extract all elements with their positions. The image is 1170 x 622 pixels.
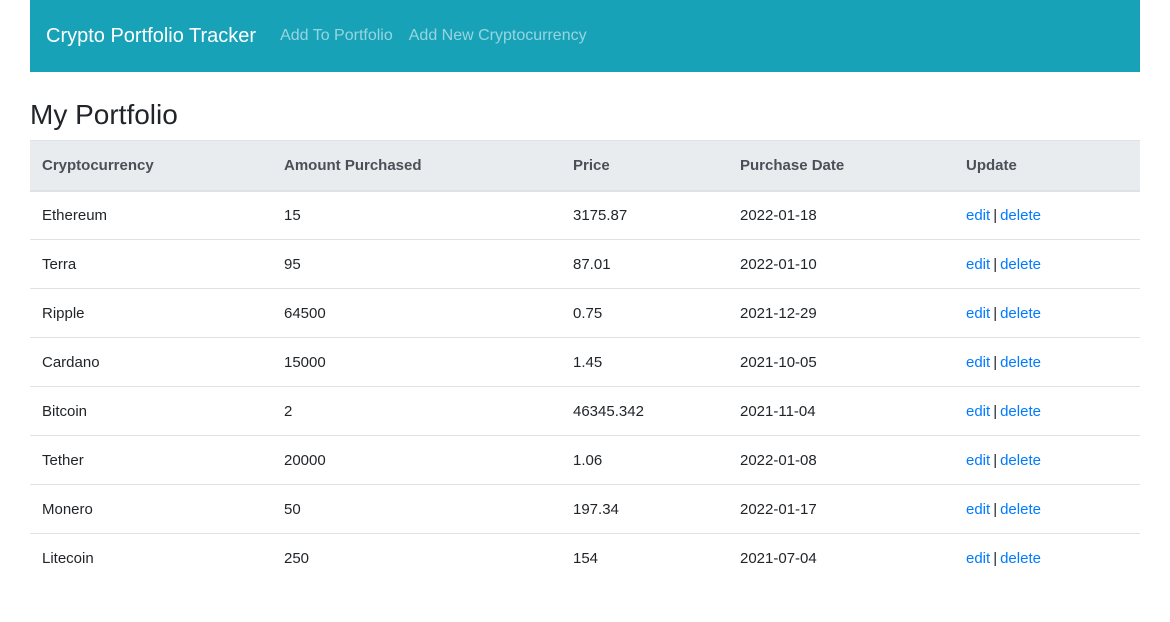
cell-purchase-date: 2022-01-08 — [728, 435, 954, 485]
edit-link[interactable]: edit — [966, 206, 991, 224]
table-row: Monero 50 197.34 2022-01-17 edit | delete — [30, 484, 1140, 534]
cell-purchase-date: 2022-01-17 — [728, 484, 954, 534]
edit-link[interactable]: edit — [966, 549, 991, 567]
edit-link[interactable]: edit — [966, 255, 991, 273]
cell-amount: 64500 — [272, 288, 561, 338]
cell-update: edit | delete — [954, 484, 1140, 534]
navbar: Crypto Portfolio Tracker Add To Portfoli… — [30, 0, 1140, 72]
cell-amount: 95 — [272, 239, 561, 289]
edit-link[interactable]: edit — [966, 451, 991, 469]
cell-update: edit | delete — [954, 435, 1140, 485]
cell-amount: 2 — [272, 386, 561, 436]
cell-cryptocurrency: Cardano — [30, 337, 272, 387]
separator: | — [993, 206, 998, 224]
cell-purchase-date: 2021-11-04 — [728, 386, 954, 436]
cell-cryptocurrency: Ethereum — [30, 190, 272, 240]
cell-price: 46345.342 — [561, 386, 728, 436]
header-purchase-date: Purchase Date — [728, 140, 954, 192]
delete-link[interactable]: delete — [1000, 500, 1041, 518]
nav-link-add-new-cryptocurrency[interactable]: Add New Cryptocurrency — [408, 27, 587, 44]
delete-link[interactable]: delete — [1000, 451, 1041, 469]
cell-purchase-date: 2021-07-04 — [740, 549, 817, 567]
edit-link[interactable]: edit — [966, 500, 991, 518]
cell-price: 87.01 — [561, 239, 728, 289]
cell-purchase-date: 2021-10-05 — [728, 337, 954, 387]
cell-update: edit | delete — [954, 288, 1140, 338]
header-amount-purchased: Amount Purchased — [272, 140, 561, 192]
delete-link[interactable]: delete — [1000, 402, 1041, 420]
table-row: Ethereum 15 3175.87 2022-01-18 edit | delete — [30, 190, 1140, 240]
table-row: Litecoin 250 154 2021-07-04 edit | delete — [30, 534, 1140, 583]
cell-purchase-date: 2022-01-10 — [728, 239, 954, 289]
cell-amount: 250 — [284, 549, 310, 567]
separator: | — [993, 255, 998, 273]
table-row: Terra 95 87.01 2022-01-10 edit | delete — [30, 239, 1140, 289]
cell-cryptocurrency: Monero — [30, 484, 272, 534]
table-row: Ripple 64500 0.75 2021-12-29 edit | delete — [30, 288, 1140, 338]
cell-amount: 15000 — [272, 337, 561, 387]
cell-update: edit | delete — [954, 239, 1140, 289]
header-update: Update — [954, 140, 1140, 192]
cell-amount: 50 — [272, 484, 561, 534]
table-row: Cardano 15000 1.45 2021-10-05 edit | delete — [30, 337, 1140, 387]
delete-link[interactable]: delete — [1000, 255, 1041, 273]
separator: | — [993, 451, 998, 469]
delete-link[interactable]: delete — [1000, 353, 1041, 371]
edit-link[interactable]: edit — [966, 402, 991, 420]
delete-link[interactable]: delete — [1000, 206, 1041, 224]
separator: | — [993, 304, 998, 322]
cell-price: 1.06 — [561, 435, 728, 485]
cell-price: 1.45 — [561, 337, 728, 387]
nav-link-add-to-portfolio[interactable]: Add To Portfolio — [280, 27, 393, 44]
cell-update: edit | delete — [954, 337, 1140, 387]
cell-cryptocurrency: Bitcoin — [30, 386, 272, 436]
cell-price: 0.75 — [561, 288, 728, 338]
cell-update: edit | delete — [954, 190, 1140, 240]
cell-amount: 20000 — [272, 435, 561, 485]
cell-purchase-date: 2022-01-18 — [728, 190, 954, 240]
header-cryptocurrency: Cryptocurrency — [30, 140, 272, 192]
cell-cryptocurrency: Litecoin — [42, 549, 94, 567]
table-row: Tether 20000 1.06 2022-01-08 edit | delete — [30, 435, 1140, 485]
brand-link[interactable]: Crypto Portfolio Tracker — [46, 24, 257, 47]
portfolio-table: Cryptocurrency Amount Purchased Price Pu… — [30, 140, 1140, 583]
cell-price: 3175.87 — [561, 190, 728, 240]
separator: | — [993, 549, 998, 567]
cell-amount: 15 — [272, 190, 561, 240]
edit-link[interactable]: edit — [966, 353, 991, 371]
delete-link[interactable]: delete — [1000, 549, 1041, 567]
page-container: Crypto Portfolio Tracker Add To Portfoli… — [30, 0, 1140, 583]
separator: | — [993, 402, 998, 420]
table-header-row: Cryptocurrency Amount Purchased Price Pu… — [30, 140, 1140, 192]
cell-cryptocurrency: Tether — [30, 435, 272, 485]
delete-link[interactable]: delete — [1000, 304, 1041, 322]
cell-update: edit | delete — [954, 534, 1140, 583]
page-title: My Portfolio — [30, 99, 178, 130]
separator: | — [993, 353, 998, 371]
cell-cryptocurrency: Ripple — [30, 288, 272, 338]
cell-price: 154 — [573, 549, 599, 567]
cell-cryptocurrency: Terra — [30, 239, 272, 289]
table-row: Bitcoin 2 46345.342 2021-11-04 edit | delete — [30, 386, 1140, 436]
header-price: Price — [561, 140, 728, 192]
cell-update: edit | delete — [954, 386, 1140, 436]
separator: | — [993, 500, 998, 518]
cell-price: 197.34 — [561, 484, 728, 534]
edit-link[interactable]: edit — [966, 304, 991, 322]
cell-purchase-date: 2021-12-29 — [728, 288, 954, 338]
